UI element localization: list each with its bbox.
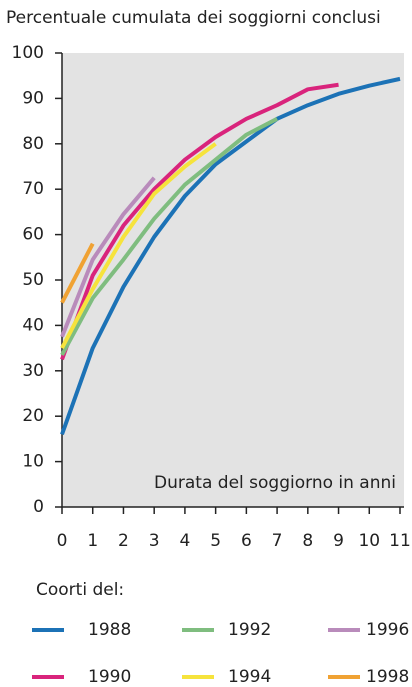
x-tick-label: 9 <box>333 531 344 551</box>
x-axis-label: Durata del soggiorno in anni <box>154 473 396 493</box>
x-tick-label: 8 <box>302 531 313 551</box>
legend-label: 1996 <box>366 620 409 640</box>
series-line <box>60 82 339 361</box>
y-tick-label: 60 <box>22 225 44 245</box>
plot-area <box>62 53 404 507</box>
x-tick-label: 5 <box>210 531 221 551</box>
series-line <box>60 242 95 304</box>
y-tick-label: 50 <box>22 270 44 290</box>
chart-title: Percentuale cumulata dei soggiorni concl… <box>6 8 381 28</box>
y-tick-label: 0 <box>33 497 44 517</box>
x-tick-label: 1 <box>87 531 98 551</box>
y-tick-label: 70 <box>22 179 44 199</box>
legend-title: Coorti del: <box>36 580 124 600</box>
y-tick-label: 20 <box>22 406 44 426</box>
y-tick-label: 30 <box>22 361 44 381</box>
x-tick-label: 11 <box>389 531 411 551</box>
series-line <box>60 117 279 356</box>
legend-label: 1998 <box>366 667 409 687</box>
x-tick-label: 10 <box>358 531 380 551</box>
y-tick-label: 10 <box>22 452 44 472</box>
y-tick-label: 40 <box>22 315 44 335</box>
y-tick-label: 90 <box>22 88 44 108</box>
y-tick-label: 80 <box>22 134 44 154</box>
series-line <box>60 176 156 338</box>
x-tick-label: 4 <box>179 531 190 551</box>
x-tick-label: 7 <box>272 531 283 551</box>
x-tick-label: 6 <box>241 531 252 551</box>
x-tick-label: 3 <box>149 531 160 551</box>
legend-label: 1990 <box>88 667 131 687</box>
y-tick-label: 100 <box>12 43 44 63</box>
x-tick-label: 0 <box>57 531 68 551</box>
series-line <box>60 76 401 436</box>
legend-label: 1992 <box>228 620 271 640</box>
series-line <box>60 142 217 350</box>
x-tick-label: 2 <box>118 531 129 551</box>
legend-label: 1988 <box>88 620 131 640</box>
legend-label: 1994 <box>228 667 271 687</box>
